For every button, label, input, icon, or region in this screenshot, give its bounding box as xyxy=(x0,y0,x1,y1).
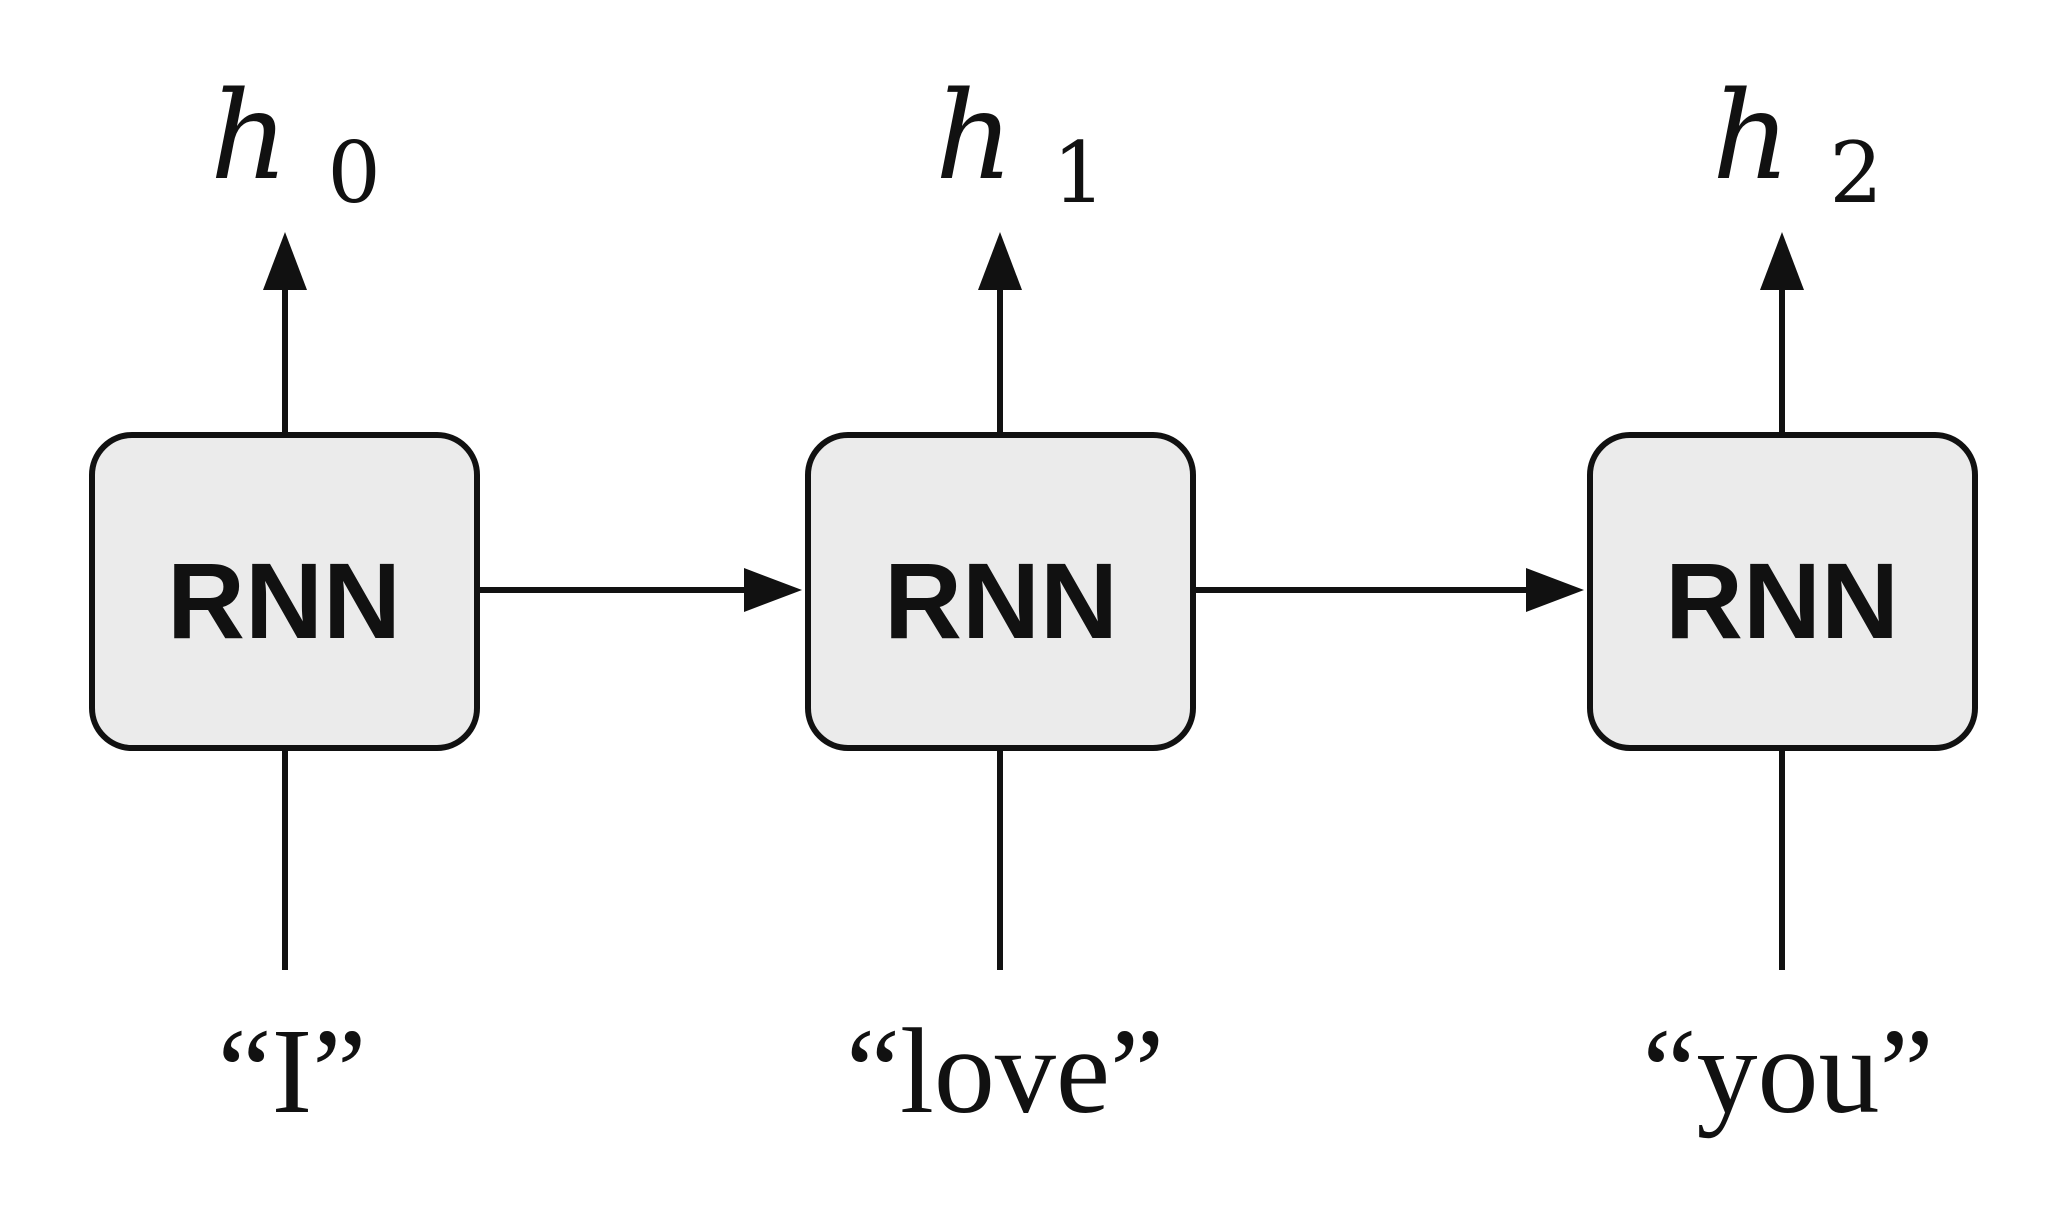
rnn-label-2: RNN xyxy=(1665,540,1899,661)
hidden-state-label-2: h 2 xyxy=(1712,65,1883,222)
recurrent-arrow-0-1 xyxy=(477,568,802,612)
hidden-state-index-0: 0 xyxy=(327,124,380,222)
output-arrowhead-2 xyxy=(1760,232,1804,290)
rnn-cell-2: RNN h 2 “you” xyxy=(1587,65,1978,1139)
hidden-state-label-1: h 1 xyxy=(935,65,1106,222)
recurrent-arrowhead-0-1 xyxy=(744,568,802,612)
hidden-state-symbol-1: h xyxy=(935,65,1014,207)
output-arrowhead-0 xyxy=(263,232,307,290)
input-token-2: “you” xyxy=(1642,1004,1933,1139)
recurrent-arrow-1-2 xyxy=(1193,568,1584,612)
input-token-0: “I” xyxy=(218,1004,367,1139)
rnn-label-1: RNN xyxy=(884,540,1118,661)
hidden-state-index-2: 2 xyxy=(1829,124,1882,222)
hidden-state-index-1: 1 xyxy=(1052,124,1105,222)
output-arrowhead-1 xyxy=(978,232,1022,290)
hidden-state-symbol-2: h xyxy=(1712,65,1791,207)
input-token-1: “love” xyxy=(846,1004,1164,1139)
rnn-box-2 xyxy=(1587,432,1978,751)
rnn-cell-0: RNN h 0 “I” xyxy=(89,65,480,1139)
rnn-label-0: RNN xyxy=(167,540,401,661)
recurrent-arrowhead-1-2 xyxy=(1526,568,1584,612)
hidden-state-label-0: h 0 xyxy=(210,65,381,222)
rnn-cell-1: RNN h 1 “love” xyxy=(805,65,1196,1139)
hidden-state-symbol-0: h xyxy=(210,65,289,207)
